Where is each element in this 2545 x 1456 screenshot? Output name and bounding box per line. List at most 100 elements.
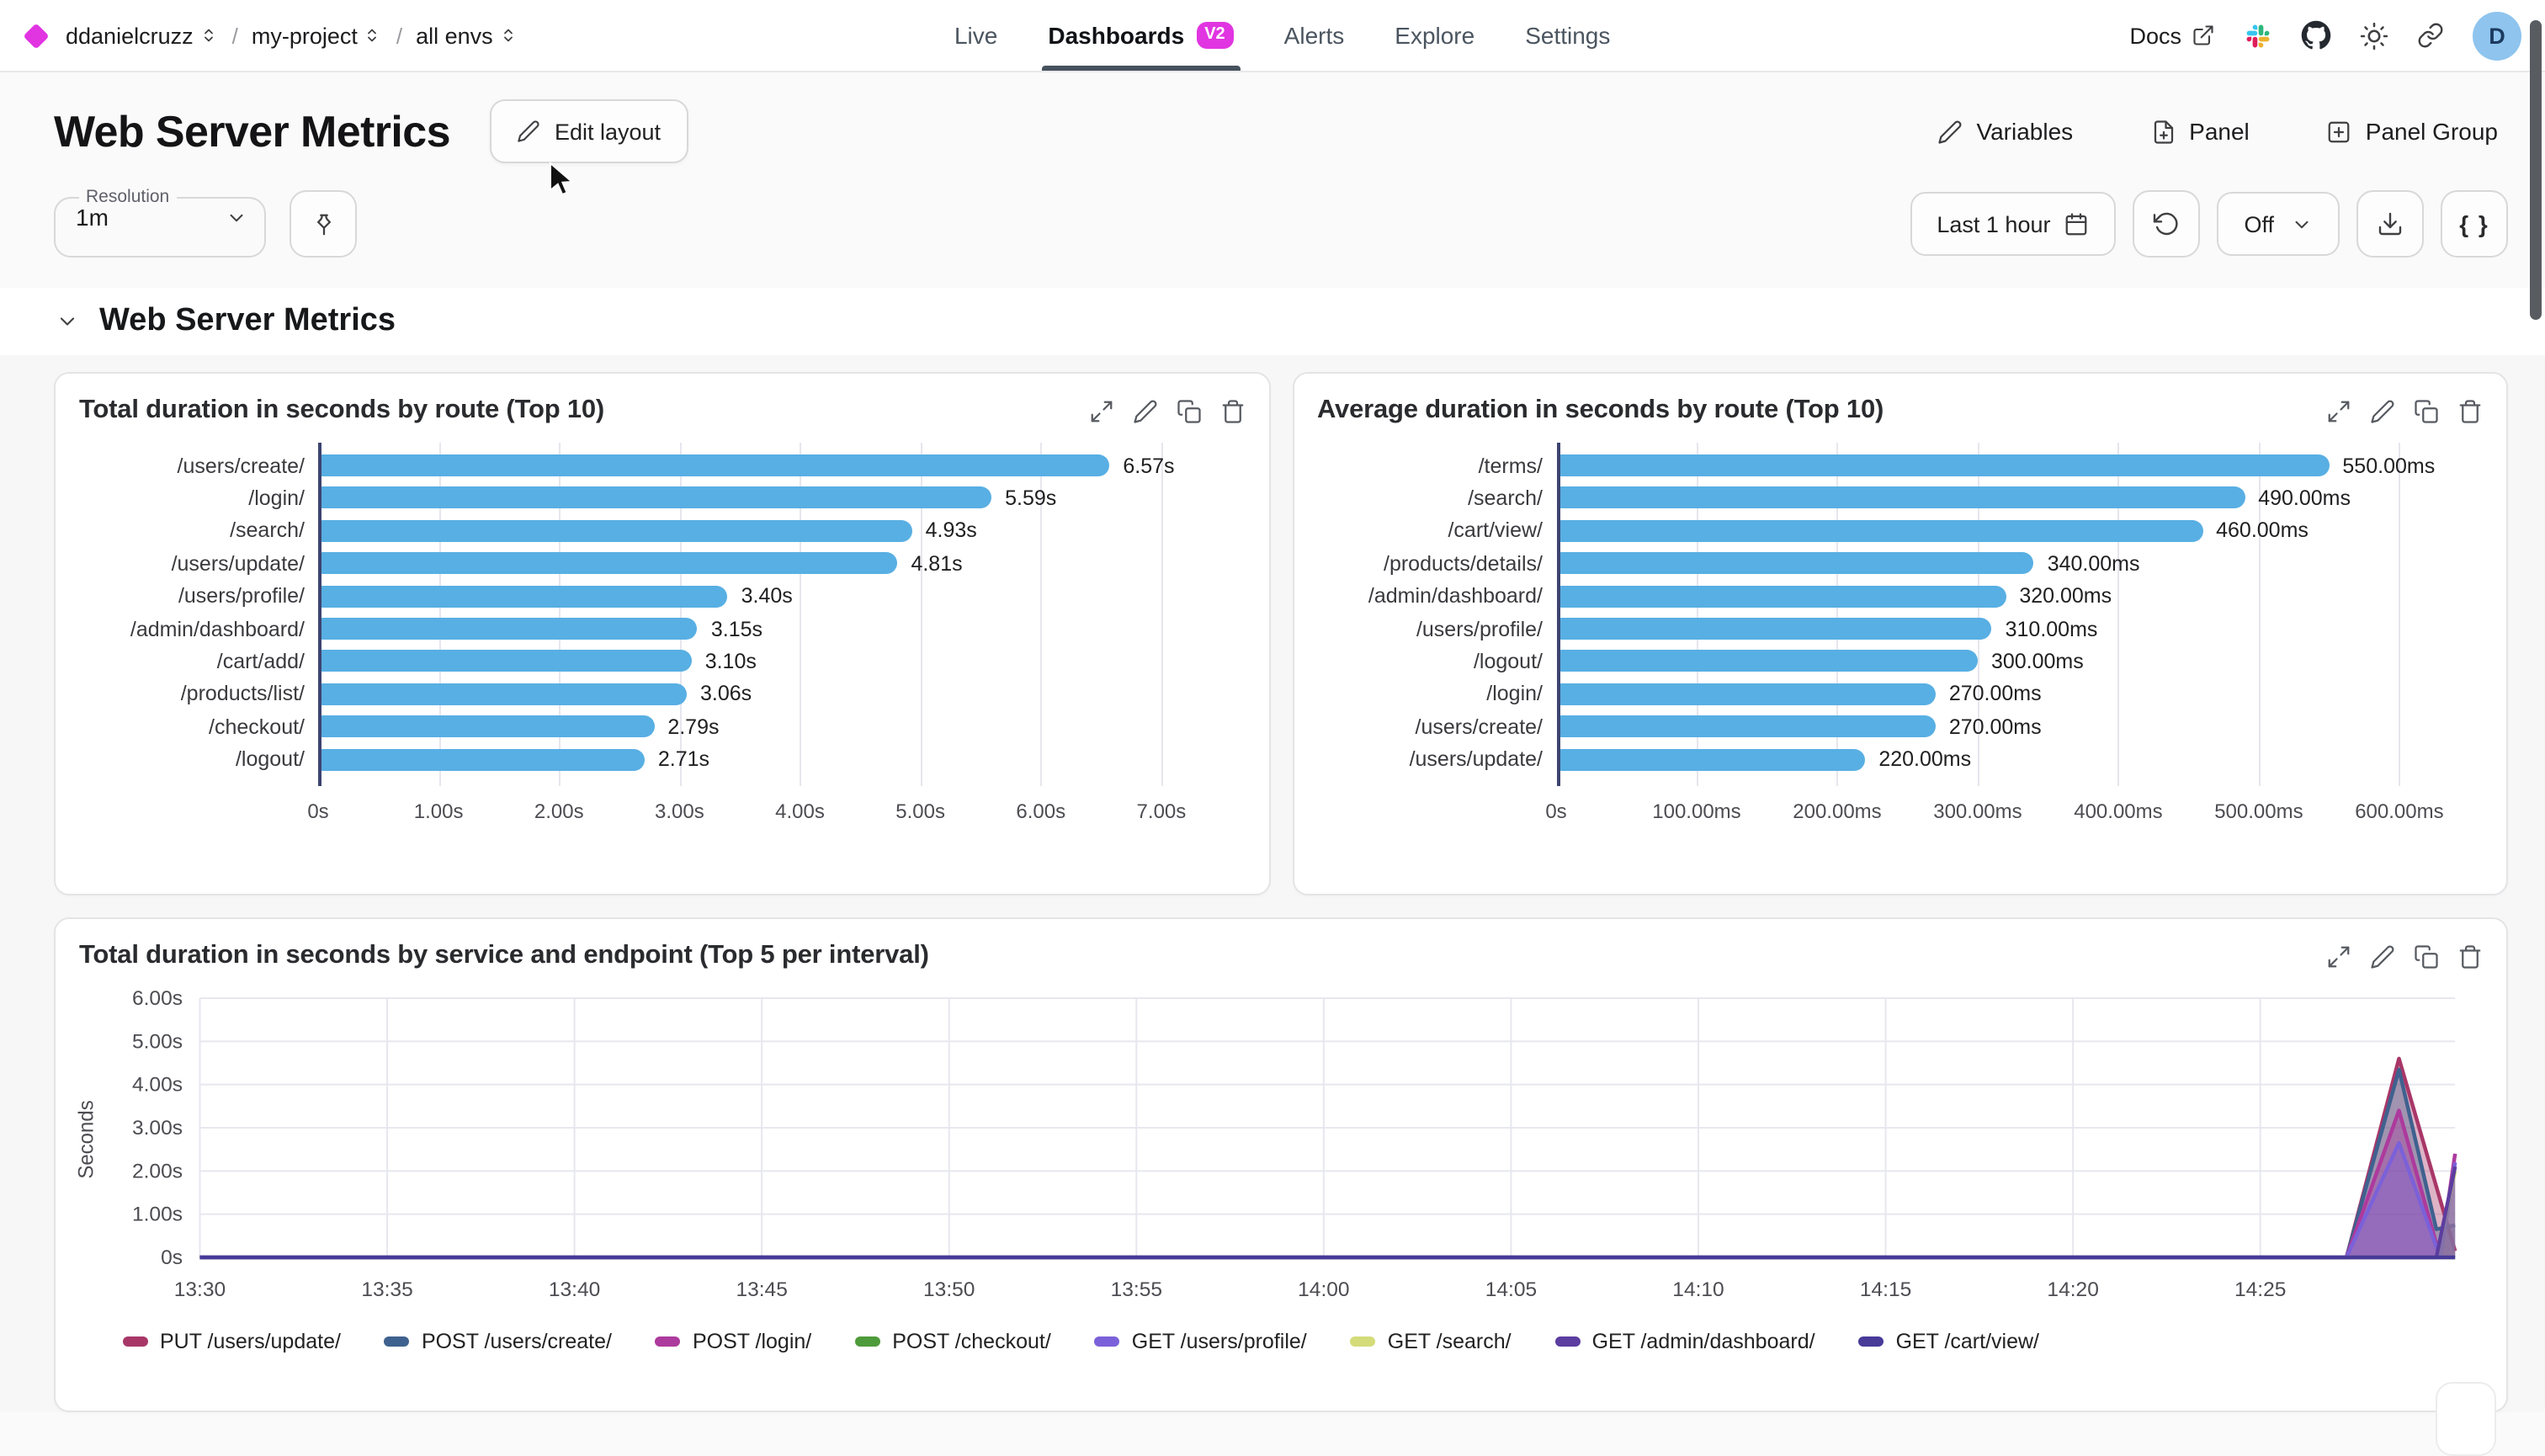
legend-item[interactable]: GET /search/ bbox=[1350, 1330, 1512, 1353]
legend-item[interactable]: GET /users/profile/ bbox=[1094, 1330, 1307, 1353]
add-panel-button[interactable]: Panel bbox=[2140, 116, 2260, 146]
org-switcher[interactable]: ddanielcruzz bbox=[66, 23, 219, 48]
value-label: 3.10s bbox=[704, 650, 757, 674]
file-plus-icon bbox=[2154, 120, 2173, 143]
tab-live[interactable]: Live bbox=[954, 22, 998, 49]
bar-row: /users/create/6.57s bbox=[66, 449, 1245, 482]
copy-icon[interactable] bbox=[2414, 398, 2439, 423]
env-switcher[interactable]: all envs bbox=[416, 23, 518, 48]
variables-button[interactable]: Variables bbox=[1928, 116, 2084, 146]
nav-right-cluster: Docs D bbox=[2129, 11, 2521, 60]
refresh-button[interactable] bbox=[2133, 190, 2201, 258]
pencil-icon[interactable] bbox=[1132, 398, 1157, 423]
value-label: 460.00ms bbox=[2216, 518, 2309, 543]
bar[interactable] bbox=[1556, 650, 1978, 672]
bar[interactable] bbox=[318, 715, 655, 738]
sun-icon[interactable] bbox=[2360, 21, 2388, 50]
x-tick: 13:30 bbox=[174, 1278, 226, 1301]
series-line bbox=[199, 1166, 2457, 1260]
slack-icon[interactable] bbox=[2244, 21, 2272, 50]
resolution-select[interactable]: Resolution 1m bbox=[54, 187, 266, 258]
bar-row: /search/490.00ms bbox=[1304, 482, 2483, 515]
bar[interactable] bbox=[318, 617, 698, 640]
docs-link[interactable]: Docs bbox=[2129, 23, 2215, 48]
category-label: /login/ bbox=[1486, 682, 1543, 706]
bar-row: /login/270.00ms bbox=[1304, 678, 2483, 710]
bar[interactable] bbox=[318, 585, 728, 608]
pencil-icon[interactable] bbox=[2370, 398, 2395, 423]
x-tick: 4.00s bbox=[775, 799, 825, 823]
bar[interactable] bbox=[318, 552, 898, 575]
add-panel-group-button[interactable]: Panel Group bbox=[2317, 116, 2508, 146]
maximize-icon[interactable] bbox=[1088, 398, 1113, 423]
pin-resolution-button[interactable] bbox=[290, 190, 357, 258]
legend-item[interactable]: POST /login/ bbox=[655, 1330, 811, 1353]
bar[interactable] bbox=[1556, 519, 2203, 542]
scrollbar-thumb[interactable] bbox=[2530, 20, 2542, 320]
y-tick: 2.00s bbox=[132, 1161, 183, 1183]
panel-total-duration-by-route: Total duration in seconds by route (Top … bbox=[54, 372, 1270, 895]
hbar-chart: /terms/550.00ms/search/490.00ms/cart/vie… bbox=[1294, 436, 2506, 833]
legend-item[interactable]: POST /users/create/ bbox=[384, 1330, 612, 1353]
legend-swatch bbox=[384, 1336, 410, 1347]
bar[interactable] bbox=[1556, 748, 1866, 771]
panel-group-header[interactable]: Web Server Metrics bbox=[0, 288, 2545, 355]
bar[interactable] bbox=[318, 650, 692, 672]
link-icon[interactable] bbox=[2417, 22, 2444, 49]
value-label: 270.00ms bbox=[1948, 715, 2042, 739]
avatar[interactable]: D bbox=[2473, 11, 2521, 60]
time-range-button[interactable]: Last 1 hour bbox=[1910, 192, 2117, 256]
bar-row: /cart/view/460.00ms bbox=[1304, 515, 2483, 548]
category-label: /logout/ bbox=[235, 747, 305, 772]
bar[interactable] bbox=[318, 486, 992, 509]
edit-layout-button[interactable]: Edit layout bbox=[490, 99, 688, 163]
tab-alerts[interactable]: Alerts bbox=[1283, 22, 1345, 49]
bar-row: /admin/dashboard/3.15s bbox=[66, 613, 1245, 646]
bar[interactable] bbox=[1556, 454, 2330, 476]
bar[interactable] bbox=[318, 748, 645, 771]
maximize-icon[interactable] bbox=[2326, 398, 2351, 423]
legend-item[interactable]: POST /checkout/ bbox=[855, 1330, 1051, 1353]
tab-dashboards[interactable]: Dashboards V2 bbox=[1041, 0, 1241, 71]
x-tick: 500.00ms bbox=[2214, 799, 2303, 823]
x-tick: 13:50 bbox=[923, 1278, 975, 1301]
bar[interactable] bbox=[1556, 715, 1936, 738]
pencil-icon[interactable] bbox=[2370, 943, 2395, 969]
chevron-down-icon[interactable] bbox=[56, 310, 79, 333]
x-tick: 1.00s bbox=[413, 799, 464, 823]
panel-average-duration-by-route: Average duration in seconds by route (To… bbox=[1292, 372, 2508, 895]
legend-item[interactable]: GET /admin/dashboard/ bbox=[1554, 1330, 1815, 1353]
maximize-icon[interactable] bbox=[2326, 943, 2351, 969]
bar[interactable] bbox=[318, 519, 912, 542]
download-icon bbox=[2378, 212, 2402, 236]
category-label: /admin/dashboard/ bbox=[1368, 584, 1543, 608]
bar[interactable] bbox=[318, 683, 687, 705]
project-switcher[interactable]: my-project bbox=[252, 23, 383, 48]
trash-icon[interactable] bbox=[1219, 398, 1245, 423]
org-name: ddanielcruzz bbox=[66, 23, 194, 48]
auto-refresh-select[interactable]: Off bbox=[2217, 192, 2340, 256]
bar[interactable] bbox=[1556, 617, 1992, 640]
bar[interactable] bbox=[1556, 683, 1936, 705]
category-label: /users/profile/ bbox=[178, 584, 305, 608]
download-button[interactable] bbox=[2356, 190, 2424, 258]
calendar-icon bbox=[2066, 212, 2087, 235]
tab-settings[interactable]: Settings bbox=[1525, 22, 1611, 49]
bar[interactable] bbox=[318, 454, 1110, 476]
category-label: /products/details/ bbox=[1384, 551, 1543, 576]
pencil-icon bbox=[1938, 120, 1962, 143]
copy-icon[interactable] bbox=[2414, 943, 2439, 969]
copy-icon[interactable] bbox=[1176, 398, 1201, 423]
bar[interactable] bbox=[1556, 585, 2006, 608]
github-icon[interactable] bbox=[2301, 20, 2331, 50]
legend-item[interactable]: GET /cart/view/ bbox=[1858, 1330, 2039, 1353]
tab-explore[interactable]: Explore bbox=[1395, 22, 1475, 49]
bar-row: /users/update/220.00ms bbox=[1304, 743, 2483, 776]
json-view-button[interactable]: { } bbox=[2441, 190, 2508, 258]
diamond-logo-icon[interactable] bbox=[23, 22, 50, 49]
trash-icon[interactable] bbox=[2457, 398, 2483, 423]
bar[interactable] bbox=[1556, 552, 2034, 575]
bar[interactable] bbox=[1556, 486, 2245, 509]
legend-item[interactable]: PUT /users/update/ bbox=[123, 1330, 341, 1353]
trash-icon[interactable] bbox=[2457, 943, 2483, 969]
